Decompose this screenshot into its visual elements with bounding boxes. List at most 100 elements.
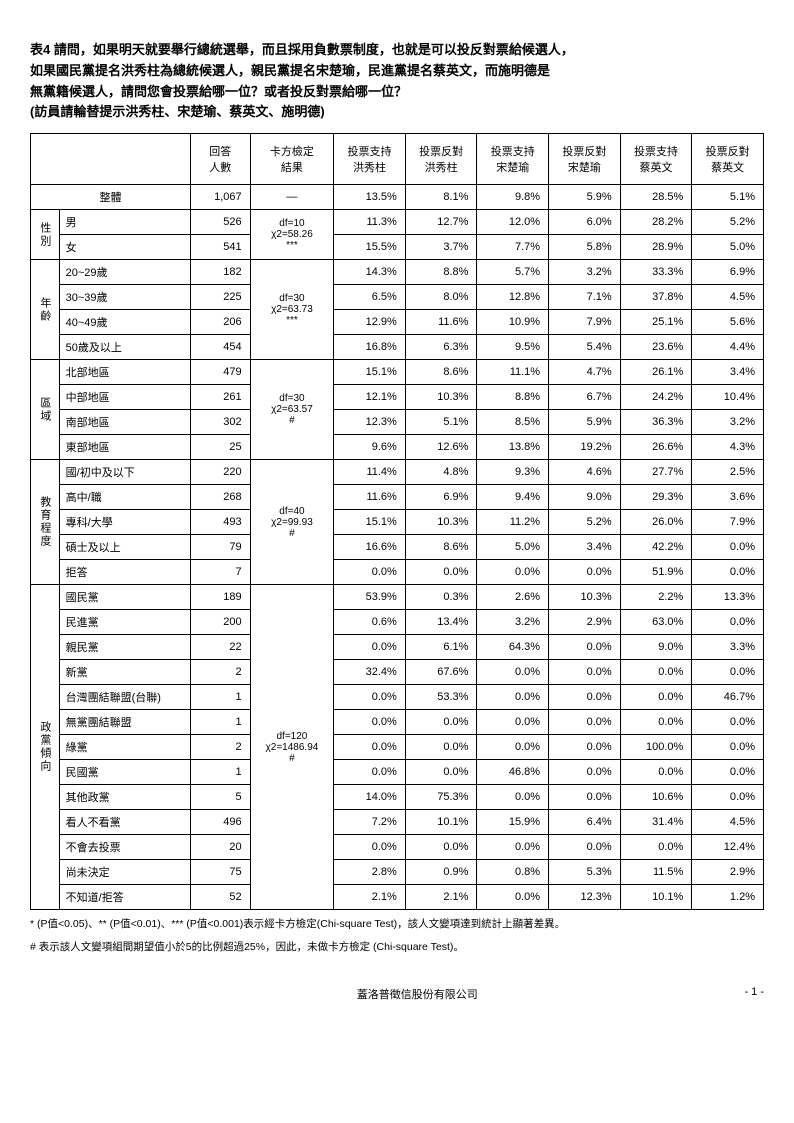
cell: 0.0% [692, 535, 764, 560]
cell: 6.9% [692, 260, 764, 285]
cell: 2 [190, 735, 250, 760]
cell: 2.1% [405, 885, 477, 910]
cell: 7.9% [549, 310, 621, 335]
cell: 75.3% [405, 785, 477, 810]
cell: 2.9% [692, 860, 764, 885]
row-label: 綠黨 [59, 735, 190, 760]
cell: 541 [190, 235, 250, 260]
row-label: 30~39歲 [59, 285, 190, 310]
cell: 9.8% [477, 185, 549, 210]
cell: 0.0% [405, 710, 477, 735]
cell: 5.1% [692, 185, 764, 210]
cell: 51.9% [620, 560, 692, 585]
cell: 2.2% [620, 585, 692, 610]
category-label: 區域 [31, 360, 60, 460]
cell: 100.0% [620, 735, 692, 760]
cell: 5.0% [477, 535, 549, 560]
cell: 0.0% [692, 660, 764, 685]
cell: 268 [190, 485, 250, 510]
cell: 0.0% [477, 735, 549, 760]
cell: 182 [190, 260, 250, 285]
cell: 10.3% [405, 385, 477, 410]
cell: 0.0% [692, 735, 764, 760]
cell: 1.2% [692, 885, 764, 910]
cell: 31.4% [620, 810, 692, 835]
table-body: 整體1,067—13.5%8.1%9.8%5.9%28.5%5.1%性別男526… [31, 185, 764, 910]
cell: 12.9% [334, 310, 406, 335]
cell: 4.6% [549, 460, 621, 485]
data-table: 回答 人數卡方檢定 結果投票支持 洪秀柱投票反對 洪秀柱投票支持 宋楚瑜投票反對… [30, 133, 764, 910]
footnote-chisquare: # 表示該人文變項組間期望值小於5的比例超過25%，因此，未做卡方檢定 (Chi… [30, 939, 764, 956]
category-label: 年齡 [31, 260, 60, 360]
cell: 5.9% [549, 185, 621, 210]
cell: 0.0% [477, 785, 549, 810]
cell: 5.4% [549, 335, 621, 360]
overall-label: 整體 [31, 185, 191, 210]
column-header: 投票支持 洪秀柱 [334, 134, 406, 185]
cell: 12.0% [477, 210, 549, 235]
chi-square-cell: df=120 χ2=1486.94 # [250, 585, 334, 910]
chi-square-cell: df=40 χ2=99.93 # [250, 460, 334, 585]
cell: 27.7% [620, 460, 692, 485]
cell: 22 [190, 635, 250, 660]
cell: 8.8% [405, 260, 477, 285]
cell: 16.8% [334, 335, 406, 360]
cell: 8.6% [405, 535, 477, 560]
cell: 32.4% [334, 660, 406, 685]
row-label: 中部地區 [59, 385, 190, 410]
cell: 454 [190, 335, 250, 360]
cell: 13.3% [692, 585, 764, 610]
cell: 9.0% [549, 485, 621, 510]
cell: 12.8% [477, 285, 549, 310]
row-label: 台灣團結聯盟(台聯) [59, 685, 190, 710]
cell: 3.3% [692, 635, 764, 660]
cell: 8.8% [477, 385, 549, 410]
row-label: 南部地區 [59, 410, 190, 435]
row-label: 看人不看黨 [59, 810, 190, 835]
column-header: 投票反對 宋楚瑜 [549, 134, 621, 185]
cell: 28.2% [620, 210, 692, 235]
cell: 302 [190, 410, 250, 435]
cell: 4.5% [692, 810, 764, 835]
cell: 4.3% [692, 435, 764, 460]
cell: 0.0% [692, 785, 764, 810]
cell: 28.5% [620, 185, 692, 210]
row-label: 國/初中及以下 [59, 460, 190, 485]
cell: 37.8% [620, 285, 692, 310]
cell: 0.0% [549, 635, 621, 660]
cell: 0.9% [405, 860, 477, 885]
cell: 46.7% [692, 685, 764, 710]
cell: 13.5% [334, 185, 406, 210]
cell: 6.0% [549, 210, 621, 235]
category-label: 性別 [31, 210, 60, 260]
row-label: 無黨團結聯盟 [59, 710, 190, 735]
cell: 496 [190, 810, 250, 835]
cell: 1 [190, 760, 250, 785]
cell: 0.0% [692, 560, 764, 585]
cell: 10.9% [477, 310, 549, 335]
cell: 0.0% [620, 835, 692, 860]
cell: 5.3% [549, 860, 621, 885]
cell: 0.0% [549, 685, 621, 710]
cell: 493 [190, 510, 250, 535]
cell: 0.0% [620, 760, 692, 785]
cell: 28.9% [620, 235, 692, 260]
table-title: 表4 請問，如果明天就要舉行總統選舉，而且採用負數票制度，也就是可以投反對票給候… [30, 40, 764, 123]
cell: 0.0% [334, 635, 406, 660]
cell: 15.5% [334, 235, 406, 260]
title-line: 表4 請問，如果明天就要舉行總統選舉，而且採用負數票制度，也就是可以投反對票給候… [30, 40, 764, 61]
cell: 6.1% [405, 635, 477, 660]
cell: 3.4% [549, 535, 621, 560]
row-label: 民進黨 [59, 610, 190, 635]
cell: 4.4% [692, 335, 764, 360]
cell: 200 [190, 610, 250, 635]
cell: 6.4% [549, 810, 621, 835]
page-footer: 蓋洛普徵信股份有限公司 - 1 - [30, 986, 764, 1002]
title-line: (訪員請輪替提示洪秀柱、宋楚瑜、蔡英文、施明德) [30, 102, 764, 123]
cell: 20 [190, 835, 250, 860]
cell: 23.6% [620, 335, 692, 360]
cell: 8.6% [405, 360, 477, 385]
cell: 7 [190, 560, 250, 585]
row-label: 女 [59, 235, 190, 260]
cell: 14.3% [334, 260, 406, 285]
